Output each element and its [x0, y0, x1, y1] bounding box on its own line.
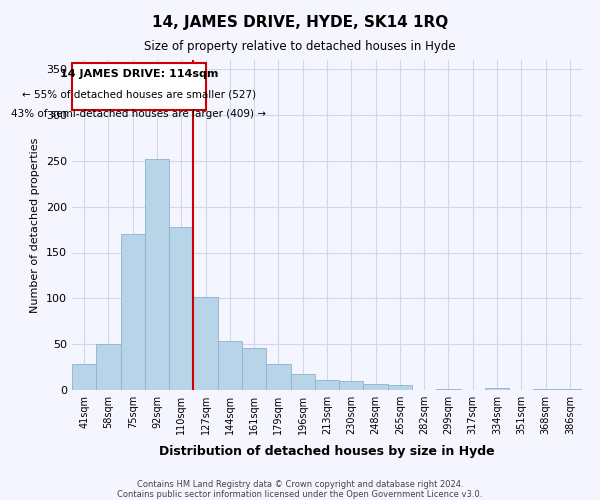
Bar — [169, 227, 193, 390]
Bar — [485, 388, 509, 390]
Bar — [339, 381, 364, 390]
Text: 14 JAMES DRIVE: 114sqm: 14 JAMES DRIVE: 114sqm — [59, 70, 218, 80]
Bar — [436, 389, 461, 390]
Bar — [193, 298, 218, 390]
Bar — [242, 348, 266, 390]
Bar — [290, 374, 315, 390]
Bar — [72, 364, 96, 390]
X-axis label: Distribution of detached houses by size in Hyde: Distribution of detached houses by size … — [159, 446, 495, 458]
Bar — [121, 234, 145, 390]
Text: 43% of semi-detached houses are larger (409) →: 43% of semi-detached houses are larger (… — [11, 109, 266, 119]
Text: Contains public sector information licensed under the Open Government Licence v3: Contains public sector information licen… — [118, 490, 482, 499]
Text: 14, JAMES DRIVE, HYDE, SK14 1RQ: 14, JAMES DRIVE, HYDE, SK14 1RQ — [152, 15, 448, 30]
Bar — [218, 340, 242, 390]
Bar — [96, 344, 121, 390]
Bar — [388, 386, 412, 390]
FancyBboxPatch shape — [72, 62, 206, 110]
Text: Contains HM Land Registry data © Crown copyright and database right 2024.: Contains HM Land Registry data © Crown c… — [137, 480, 463, 489]
Bar — [266, 364, 290, 390]
Bar — [533, 389, 558, 390]
Bar — [558, 389, 582, 390]
Bar — [315, 380, 339, 390]
Text: Size of property relative to detached houses in Hyde: Size of property relative to detached ho… — [144, 40, 456, 53]
Y-axis label: Number of detached properties: Number of detached properties — [31, 138, 40, 312]
Bar — [364, 384, 388, 390]
Bar — [145, 159, 169, 390]
Text: ← 55% of detached houses are smaller (527): ← 55% of detached houses are smaller (52… — [22, 89, 256, 99]
